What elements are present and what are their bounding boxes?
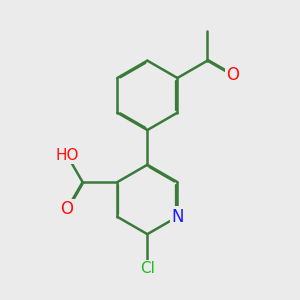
- Text: O: O: [226, 66, 239, 84]
- Text: N: N: [171, 208, 184, 226]
- Text: O: O: [61, 200, 74, 218]
- Text: Cl: Cl: [140, 261, 155, 276]
- Text: HO: HO: [55, 148, 79, 163]
